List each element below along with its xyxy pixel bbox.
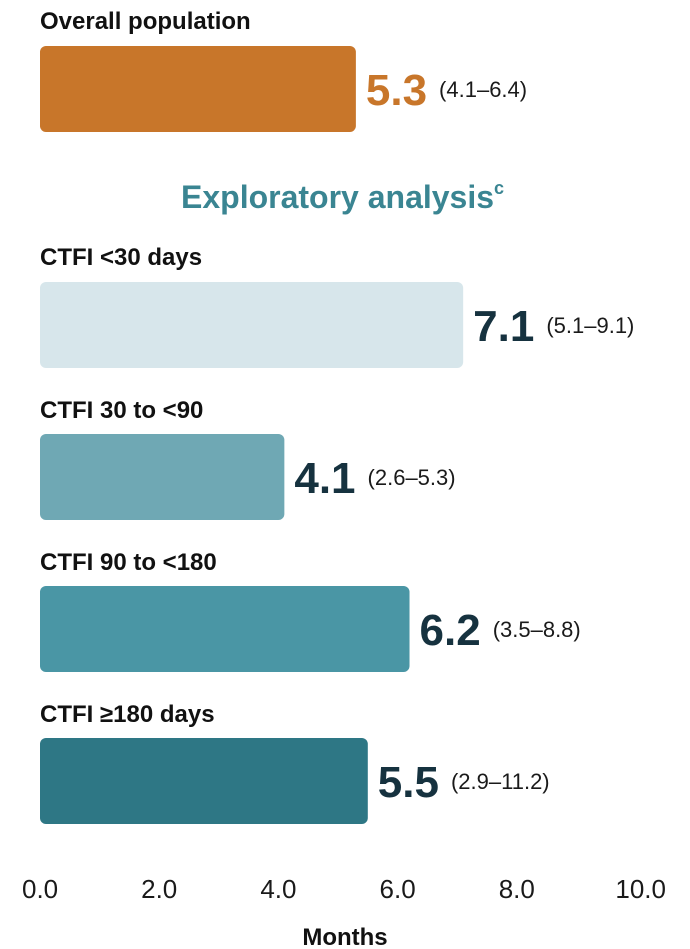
- value-label: 4.1: [294, 454, 355, 503]
- bar: [40, 282, 464, 368]
- category-label: CTFI ≥180 days: [40, 701, 215, 728]
- category-label: Overall population: [40, 8, 251, 35]
- bar-group: Overall population 5.3 (4.1–6.4): [40, 8, 527, 132]
- ci-label: (2.6–5.3): [368, 465, 456, 490]
- ci-label: (2.9–11.2): [451, 769, 550, 794]
- value-label: 7.1: [473, 302, 534, 351]
- category-label: CTFI 90 to <180: [40, 549, 217, 576]
- category-label: CTFI 30 to <90: [40, 397, 203, 424]
- bar-group: CTFI 30 to <90 4.1 (2.6–5.3): [40, 397, 456, 520]
- x-tick-label: 2.0: [141, 874, 177, 904]
- category-label: CTFI <30 days: [40, 244, 202, 271]
- bar-group: CTFI <30 days 7.1 (5.1–9.1): [40, 244, 634, 368]
- bars-layer: Overall population 5.3 (4.1–6.4) CTFI <30 d…: [40, 8, 634, 824]
- bar: [40, 586, 410, 672]
- x-tick-label: 4.0: [260, 874, 296, 904]
- bar: [40, 434, 285, 520]
- section-title-text: Exploratory analysis: [181, 179, 494, 215]
- value-label: 6.2: [420, 606, 481, 655]
- ci-label: (3.5–8.8): [493, 617, 581, 642]
- section-title-superscript: c: [494, 178, 504, 198]
- bar: [40, 738, 368, 824]
- x-tick-label: 6.0: [380, 874, 416, 904]
- ci-label: (5.1–9.1): [546, 313, 634, 338]
- x-tick-label: 10.0: [615, 874, 666, 904]
- bar: [40, 46, 356, 132]
- section-title: Exploratory analysisc: [181, 178, 504, 215]
- ci-label: (4.1–6.4): [439, 77, 527, 102]
- x-axis: 0.0 2.0 4.0 6.0 8.0 10.0: [22, 874, 666, 904]
- x-tick-label: 8.0: [499, 874, 535, 904]
- x-axis-title: Months: [302, 924, 387, 949]
- x-tick-label: 0.0: [22, 874, 58, 904]
- value-label: 5.5: [378, 758, 439, 807]
- bar-group: CTFI 90 to <180 6.2 (3.5–8.8): [40, 549, 581, 672]
- value-label: 5.3: [366, 66, 427, 115]
- bar-group: CTFI ≥180 days 5.5 (2.9–11.2): [40, 701, 550, 824]
